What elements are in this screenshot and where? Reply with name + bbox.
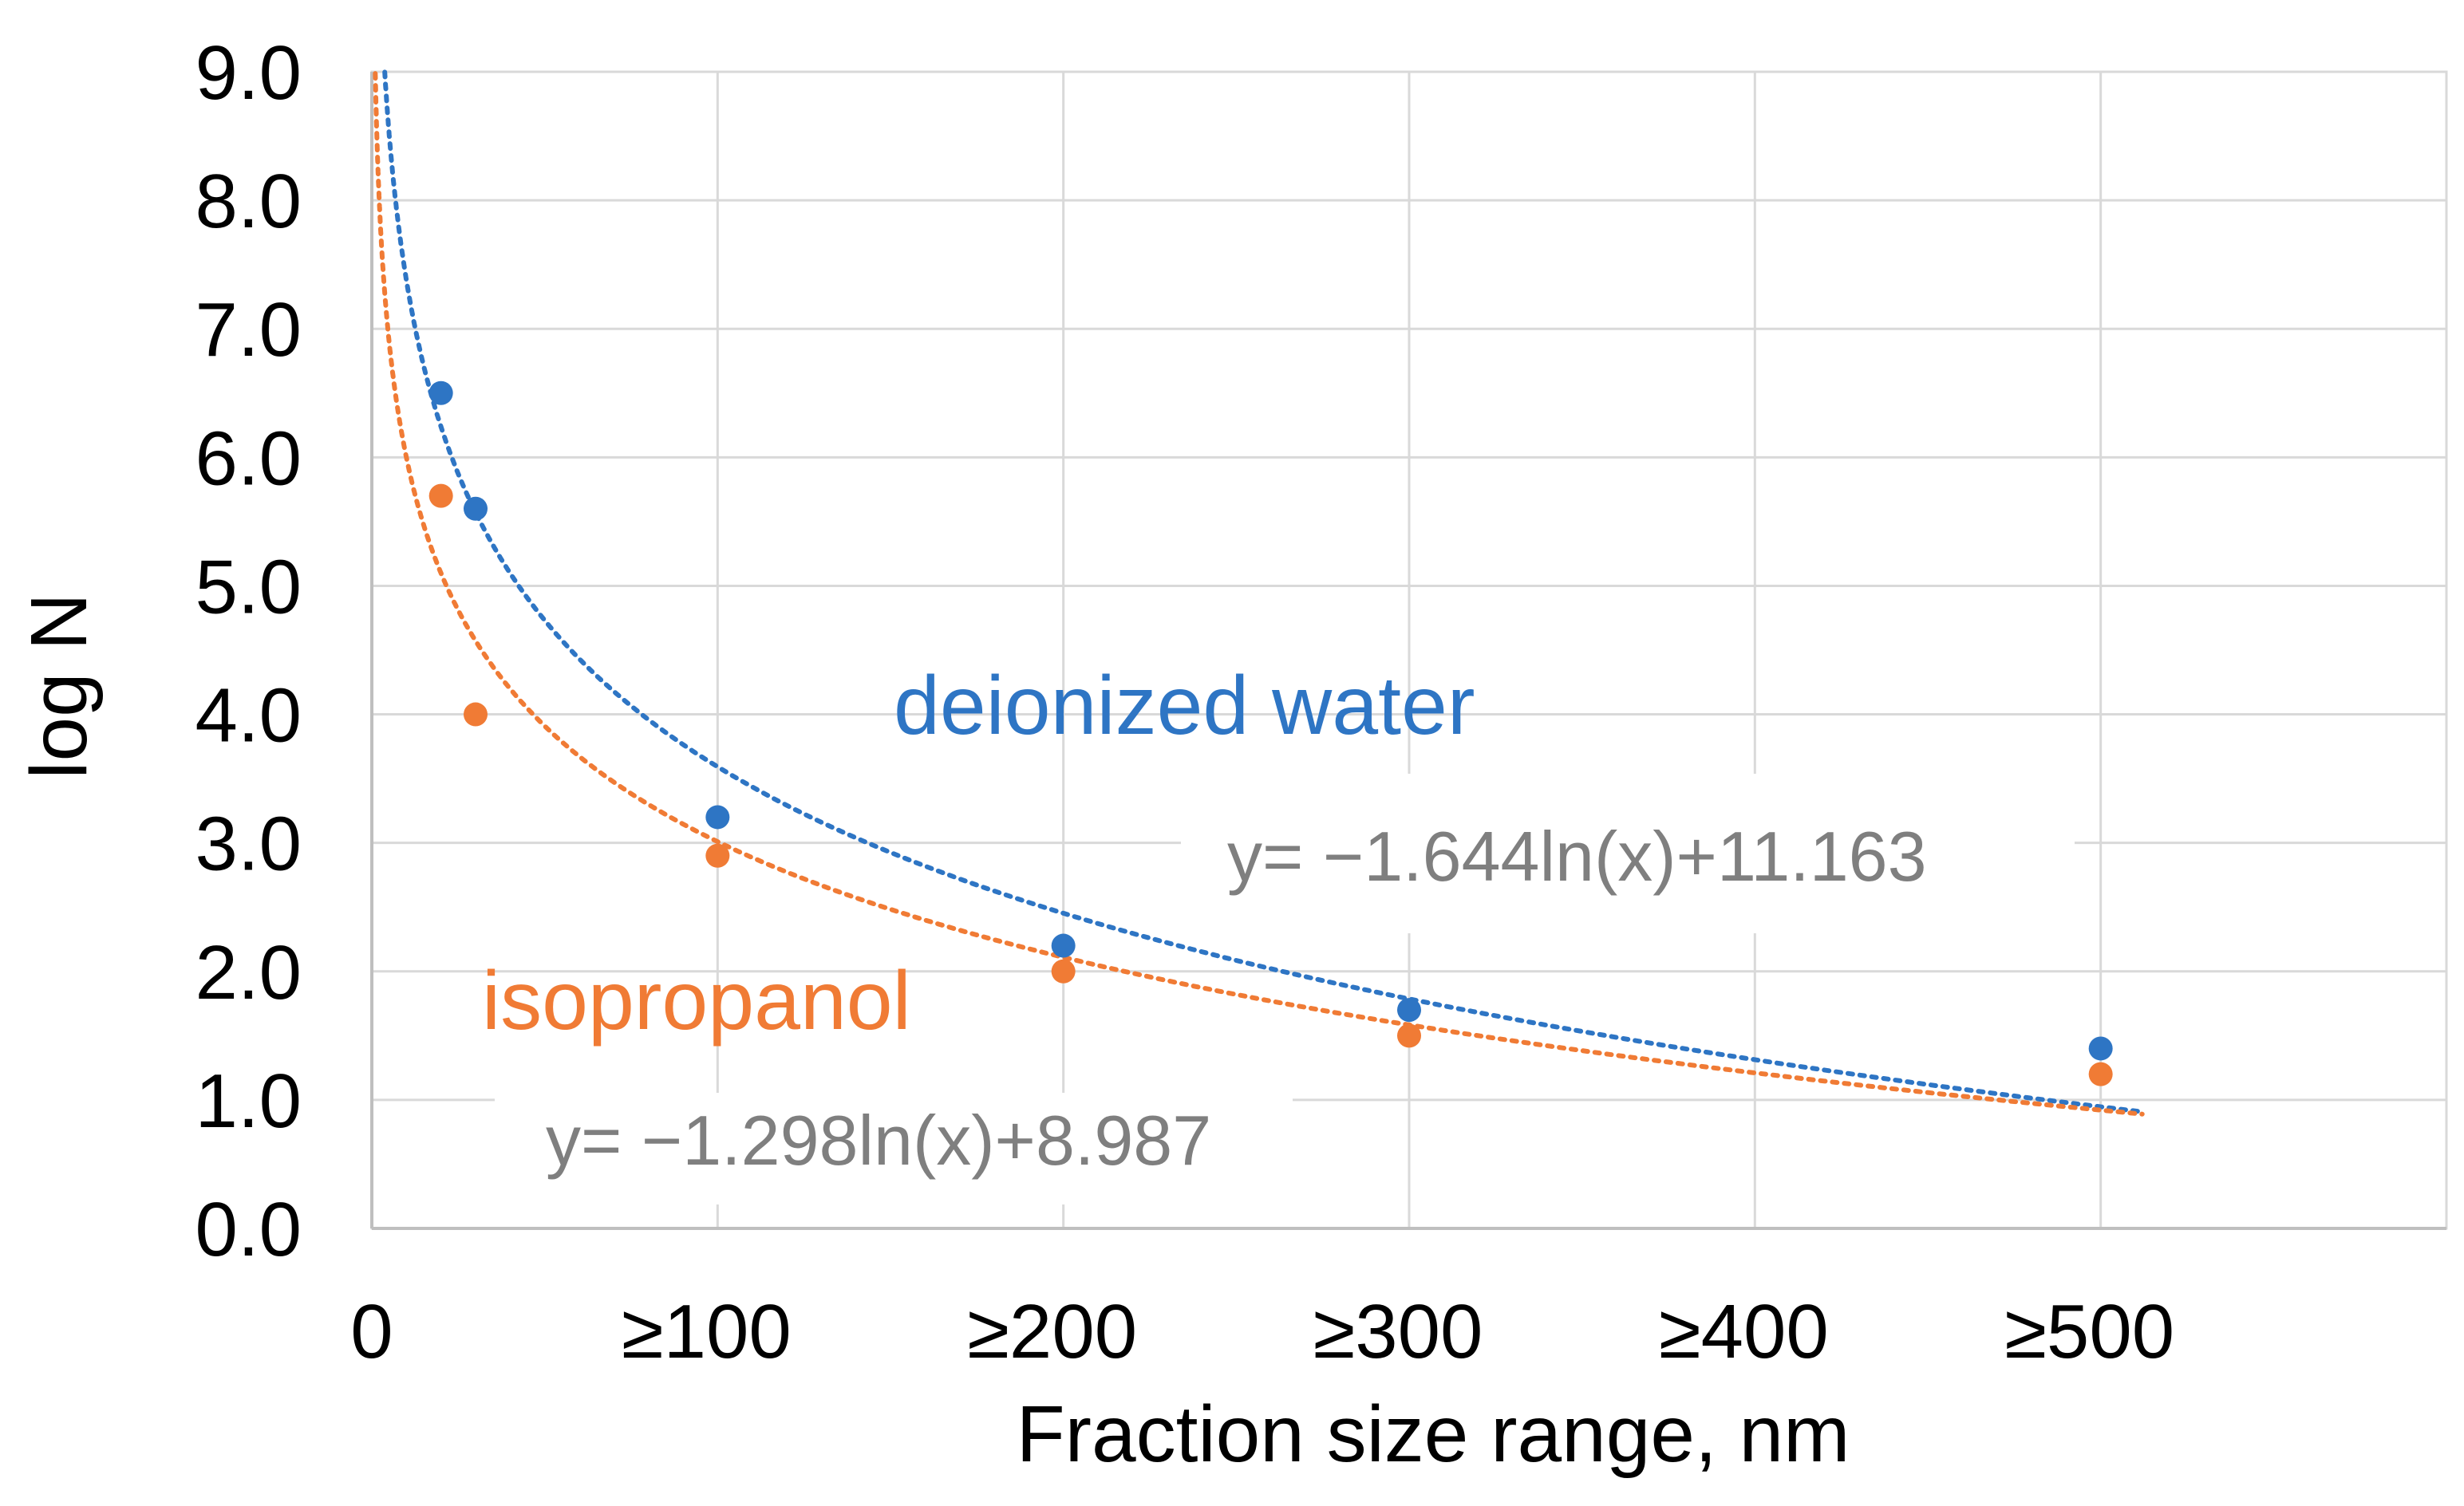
x-tick-label: ≥300 [1313, 1289, 1483, 1374]
trendlines [373, 69, 2145, 1117]
data-point-isopropanol [1397, 1023, 1421, 1048]
equation-isopropanol: y= −1.298ln(x)+8.987 [546, 1101, 1211, 1180]
y-tick-label: 8.0 [195, 159, 302, 244]
x-tick-label: ≥100 [622, 1289, 792, 1374]
data-point-isopropanol [464, 702, 488, 727]
y-tick-label: 4.0 [195, 673, 302, 759]
x-tick-label: ≥200 [967, 1289, 1137, 1374]
x-tick-label: ≥500 [2004, 1289, 2174, 1374]
y-axis-ticks: 0.0 1.0 2.0 3.0 4.0 5.0 6.0 7.0 8.0 9.0 [195, 30, 302, 1272]
grid [370, 70, 2448, 1230]
y-tick-label: 2.0 [195, 930, 302, 1015]
y-tick-label: 3.0 [195, 802, 302, 887]
equation-deionized-water: y= −1.644ln(x)+11.163 [1227, 817, 1927, 896]
data-point-isopropanol [1051, 959, 1076, 984]
y-tick-label: 1.0 [195, 1059, 302, 1144]
equation-box-isopropanol [495, 1093, 1293, 1204]
y-tick-label: 6.0 [195, 416, 302, 501]
y-tick-label: 7.0 [195, 287, 302, 373]
x-tick-label: ≥400 [1659, 1289, 1829, 1374]
series-label-deionized-water: deionized water [894, 660, 1475, 752]
data-point-isopropanol [2088, 1062, 2113, 1086]
data-point-deionized-water [464, 496, 488, 521]
equation-box-water [1181, 774, 2075, 933]
x-axis-title: Fraction size range, nm [1017, 1390, 1850, 1479]
y-tick-label: 0.0 [195, 1187, 302, 1272]
series-label-isopropanol: isopropanol [482, 955, 911, 1047]
y-tick-label: 5.0 [195, 544, 302, 629]
data-point-deionized-water [428, 380, 453, 405]
trendline-isopropanol [373, 71, 2145, 1117]
x-axis-ticks: 0 ≥100 ≥200 ≥300 ≥400 ≥500 [350, 1289, 2174, 1374]
y-axis-title: log N [14, 593, 104, 779]
data-point-deionized-water [1051, 933, 1076, 958]
y-tick-label: 9.0 [195, 30, 302, 116]
x-tick-label: 0 [350, 1289, 393, 1374]
data-points [428, 380, 2113, 1086]
data-point-isopropanol [705, 843, 730, 868]
trendline-deionized-water [382, 69, 2145, 1114]
data-point-deionized-water [1397, 998, 1421, 1023]
data-point-deionized-water [705, 805, 730, 830]
axes [370, 72, 2446, 1230]
data-point-isopropanol [428, 483, 453, 508]
data-point-deionized-water [2088, 1036, 2113, 1061]
